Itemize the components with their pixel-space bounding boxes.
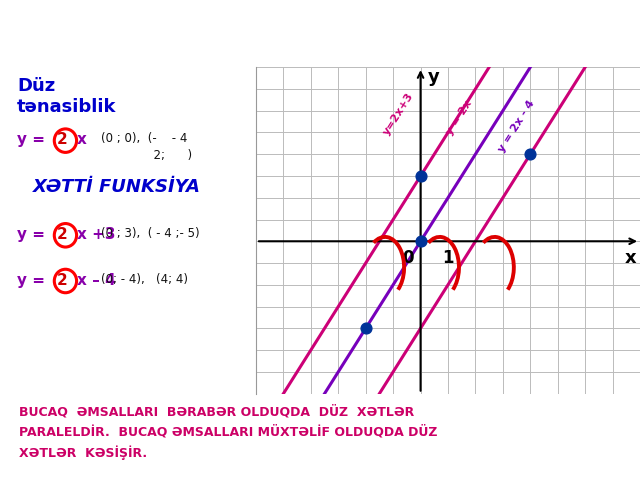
Text: Düz
tənasiblik: Düz tənasiblik <box>17 77 116 116</box>
Point <box>415 238 426 245</box>
Text: x – 4: x – 4 <box>77 273 116 288</box>
Text: y = 2x - 4: y = 2x - 4 <box>497 99 536 154</box>
Text: y =: y = <box>17 227 50 242</box>
Text: (0 ; 0),  (-    - 4
              2;      ): (0 ; 0), (- - 4 2; ) <box>101 132 192 162</box>
Text: y = 2x: y = 2x <box>444 98 474 137</box>
Text: x +3: x +3 <box>77 227 116 242</box>
Text: (0 ; 3),  ( - 4 ;- 5): (0 ; 3), ( - 4 ;- 5) <box>101 227 200 240</box>
Text: y =: y = <box>17 273 50 288</box>
Text: x: x <box>77 132 87 147</box>
Text: x: x <box>624 249 636 267</box>
Point <box>415 172 426 180</box>
Text: 2: 2 <box>56 273 67 288</box>
Text: y: y <box>428 68 439 86</box>
Text: (0; - 4),   (4; 4): (0; - 4), (4; 4) <box>101 273 188 286</box>
Text: y =: y = <box>17 132 50 147</box>
Text: 2: 2 <box>56 227 67 242</box>
Text: 1: 1 <box>442 249 454 267</box>
Text: 0: 0 <box>403 249 414 267</box>
Text: y=2x+3: y=2x+3 <box>381 91 416 137</box>
Text: 2: 2 <box>56 132 67 147</box>
Point <box>360 324 371 332</box>
Text: BUCAQ  ƏMSALLARI  BƏRABƏR OLDUQDA  DÜZ  XƏTLƏR
PARALELDİR.  BUCAQ ƏMSALLARI MÜXT: BUCAQ ƏMSALLARI BƏRABƏR OLDUQDA DÜZ XƏTL… <box>19 405 438 460</box>
Text: XƏTTİ FUNKSİYA: XƏTTİ FUNKSİYA <box>33 178 200 196</box>
Point <box>525 150 536 158</box>
